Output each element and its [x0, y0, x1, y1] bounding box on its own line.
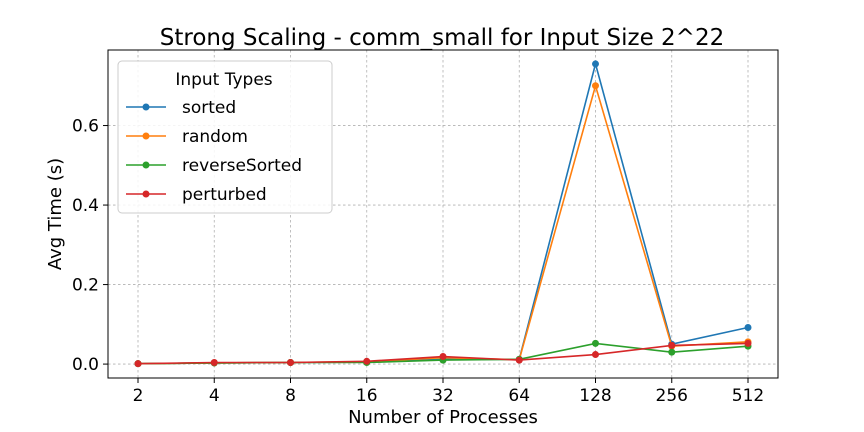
legend-box: [117, 60, 333, 214]
chart-title: Strong Scaling - comm_small for Input Si…: [160, 25, 724, 51]
x-tick-label: 256: [656, 386, 688, 406]
data-point: [363, 357, 371, 365]
y-tick-label: 0.0: [72, 355, 99, 375]
legend-marker: [142, 103, 150, 111]
legend-item-reverseSorted: reverseSorted: [126, 156, 302, 176]
y-tick-label: 0.6: [72, 117, 99, 137]
data-point: [592, 82, 599, 90]
data-point: [515, 356, 523, 364]
legend-marker: [142, 132, 150, 140]
x-tick-label: 128: [579, 386, 611, 406]
x-axis-label: Number of Processes: [348, 407, 538, 428]
series-perturbed: [134, 339, 752, 368]
y-tick-label: 0.4: [72, 196, 99, 216]
legend-item-random: random: [126, 127, 248, 147]
legend-item-perturbed: perturbed: [126, 185, 267, 205]
axis-ticks: 2 4 8 16 32 64 128 256 512 0.0 0.2 0.4 0.6: [72, 117, 764, 406]
legend-label: sorted: [182, 98, 236, 118]
x-tick-label: 512: [732, 386, 764, 406]
legend-label: perturbed: [182, 185, 267, 205]
x-tick-label: 2: [133, 386, 144, 406]
data-point: [744, 324, 752, 332]
data-point: [439, 353, 447, 361]
x-tick-label: 32: [432, 386, 454, 406]
x-tick-label: 8: [285, 386, 296, 406]
y-tick-label: 0.2: [72, 276, 99, 296]
plot-frame: [107, 49, 779, 379]
data-point: [134, 360, 142, 368]
data-point: [210, 358, 218, 366]
y-axis-label: Avg Time (s): [45, 158, 66, 270]
data-point: [744, 339, 752, 347]
data-point: [668, 341, 676, 349]
data-point: [592, 339, 599, 347]
data-point: [287, 358, 294, 366]
data-point: [592, 351, 599, 359]
series-layer: [134, 60, 752, 368]
data-point: [668, 348, 676, 356]
legend: Input Types sorted random reverseSorted per…: [117, 60, 333, 214]
legend-label: random: [182, 127, 248, 147]
legend-marker: [142, 161, 150, 169]
x-tick-label: 64: [508, 386, 530, 406]
legend-label: reverseSorted: [182, 156, 302, 176]
legend-item-sorted: sorted: [126, 98, 236, 118]
data-point: [592, 60, 599, 68]
x-tick-label: 4: [209, 386, 220, 406]
legend-title: Input Types: [175, 70, 272, 90]
x-tick-label: 16: [356, 386, 378, 406]
legend-marker: [142, 190, 150, 198]
